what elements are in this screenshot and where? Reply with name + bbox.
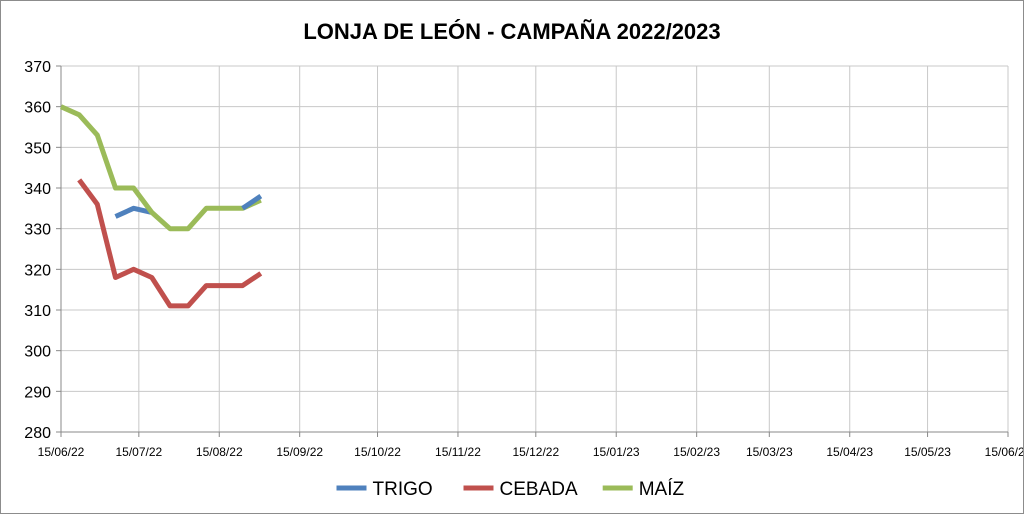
x-tick-label: 15/06/23 <box>985 445 1023 459</box>
y-tick-label: 290 <box>24 384 51 401</box>
y-tick-label: 360 <box>24 100 51 117</box>
x-tick-label: 15/05/23 <box>904 445 951 459</box>
series-line-1 <box>77 178 263 309</box>
x-tick-label: 15/04/23 <box>826 445 873 459</box>
y-axis-ticks: 280 290 300 310 320 330 340 350 360 370 <box>24 59 51 442</box>
y-tick-label: 310 <box>24 303 51 320</box>
y-tick-label: 330 <box>24 222 51 239</box>
y-tick-label: 300 <box>24 344 51 361</box>
series-lines <box>59 104 263 309</box>
legend-label: CEBADA <box>500 479 578 500</box>
x-tick-label: 15/09/22 <box>276 445 323 459</box>
y-tick-label: 350 <box>24 140 51 157</box>
x-tick-label: 15/11/22 <box>435 445 481 459</box>
y-tick-label: 280 <box>24 425 51 442</box>
x-tick-label: 15/10/22 <box>354 445 401 459</box>
x-tick-label: 15/02/23 <box>673 445 720 459</box>
x-tick-label: 15/06/22 <box>38 445 85 459</box>
x-tick-label: 15/12/22 <box>512 445 559 459</box>
series-line-3 <box>241 194 263 211</box>
x-tick-label: 15/07/22 <box>115 445 162 459</box>
y-tick-label: 370 <box>24 59 51 76</box>
x-axis-ticks: 15/06/22 15/07/22 15/08/22 15/09/22 15/10/22… <box>38 445 1023 459</box>
grid-lines <box>61 65 1009 432</box>
series-line-2 <box>59 104 262 232</box>
series-line-0 <box>114 205 153 219</box>
legend-label: TRIGO <box>373 479 433 500</box>
x-tick-label: 15/01/23 <box>593 445 640 459</box>
y-tick-label: 320 <box>24 262 51 279</box>
x-tick-label: 15/08/22 <box>196 445 243 459</box>
axes <box>56 65 1009 437</box>
legend: TRIGO CEBADA MAÍZ <box>336 479 685 500</box>
x-tick-label: 15/03/23 <box>746 445 793 459</box>
chart-title: LONJA DE LEÓN - CAMPAÑA 2022/2023 <box>303 19 720 44</box>
y-tick-label: 340 <box>24 181 51 198</box>
legend-label: MAÍZ <box>639 479 685 500</box>
